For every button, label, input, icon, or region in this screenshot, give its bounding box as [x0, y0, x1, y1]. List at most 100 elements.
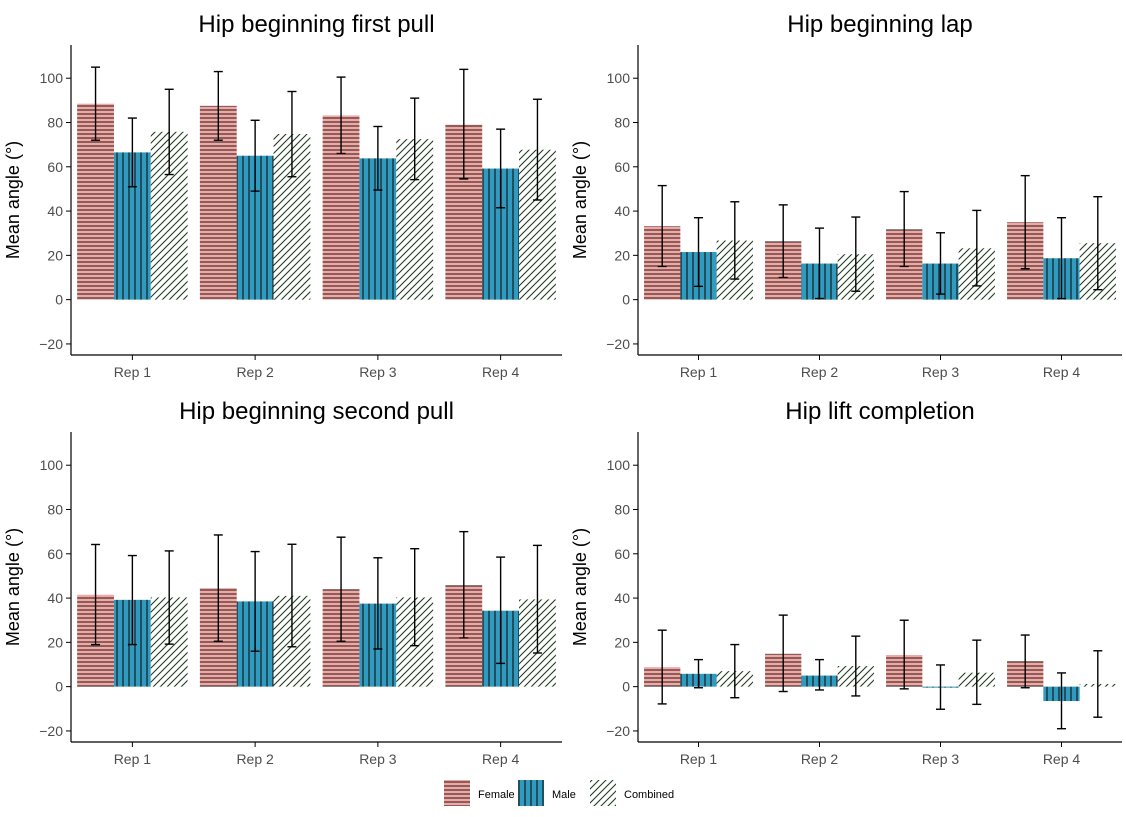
y-tick-label: 40	[47, 203, 63, 219]
error-bar-female	[657, 629, 667, 705]
y-axis-label: Mean angle (°)	[3, 528, 23, 646]
chart-title: Hip lift completion	[785, 398, 974, 425]
y-axis-label: Mean angle (°)	[3, 141, 23, 259]
error-bar-combined	[164, 88, 174, 176]
y-tick-label: 0	[622, 292, 630, 308]
error-bar-combined	[972, 639, 982, 706]
error-bar-female	[213, 534, 223, 642]
error-bar-male	[250, 550, 260, 652]
x-tick-label: Rep 2	[236, 751, 274, 767]
x-tick-label: Rep 4	[1043, 364, 1081, 380]
y-tick-label: 40	[614, 203, 630, 219]
error-bar-male	[815, 658, 824, 691]
error-bar-male	[496, 128, 506, 209]
error-bar-female	[1020, 174, 1030, 270]
error-bar-female	[91, 543, 101, 646]
error-bar-female	[778, 614, 788, 693]
error-bar-female	[91, 66, 101, 141]
y-axis-label: Mean angle (°)	[570, 528, 590, 646]
x-tick-label: Rep 4	[482, 751, 520, 767]
error-bar-female	[778, 204, 788, 279]
chart-panel-hip-lift-completion: Hip lift completion Mean angle (°) −20 0 20 4…	[570, 398, 1122, 767]
y-tick-label: −20	[606, 336, 630, 352]
error-bar-male	[373, 125, 383, 191]
error-bar-combined	[851, 216, 861, 292]
x-tick-label: Rep 1	[680, 751, 718, 767]
y-tick-label: 20	[47, 247, 63, 263]
chart-title: Hip beginning second pull	[179, 398, 454, 425]
legend-swatch-combined	[590, 780, 616, 806]
y-tick-label: 80	[614, 115, 630, 131]
legend-label-female: Female	[478, 789, 515, 801]
error-bar-male	[1057, 672, 1066, 730]
x-tick-label: Rep 3	[359, 751, 397, 767]
x-tick-label: Rep 1	[680, 364, 718, 380]
y-tick-label: 60	[47, 546, 63, 562]
legend-swatch-female	[444, 780, 470, 806]
y-tick-label: 60	[47, 159, 63, 175]
y-tick-label: 80	[47, 502, 63, 518]
error-bar-male	[250, 119, 260, 192]
error-bar-male	[496, 556, 506, 665]
error-bar-male	[936, 232, 945, 295]
y-tick-label: 0	[622, 679, 630, 695]
error-bar-male	[936, 664, 945, 710]
error-bar-combined	[730, 201, 740, 280]
chart-title: Hip beginning first pull	[198, 11, 434, 38]
y-tick-label: 20	[614, 634, 630, 650]
y-tick-label: 0	[55, 679, 63, 695]
y-tick-label: 0	[55, 292, 63, 308]
y-tick-label: 80	[614, 502, 630, 518]
x-tick-label: Rep 2	[801, 751, 839, 767]
x-tick-label: Rep 4	[1043, 751, 1081, 767]
error-bar-combined	[287, 543, 297, 648]
y-tick-label: 100	[40, 70, 64, 86]
error-bar-female	[336, 536, 346, 642]
error-bar-female	[213, 70, 223, 141]
y-tick-label: 100	[607, 457, 631, 473]
error-bar-combined	[287, 90, 297, 178]
error-bar-female	[336, 76, 346, 155]
x-tick-label: Rep 3	[922, 751, 960, 767]
y-tick-label: −20	[606, 723, 630, 739]
error-bar-combined	[1093, 195, 1103, 291]
error-bar-combined	[730, 643, 740, 699]
x-tick-label: Rep 3	[922, 364, 960, 380]
error-bar-female	[899, 619, 909, 690]
error-bar-combined	[851, 635, 861, 697]
x-tick-label: Rep 2	[801, 364, 839, 380]
chart-panel-hip-beginning-second-pull: Hip beginning second pull Mean angle (°) −…	[3, 398, 562, 767]
y-tick-label: 100	[607, 70, 631, 86]
y-tick-label: 60	[614, 546, 630, 562]
y-tick-label: 40	[614, 590, 630, 606]
error-bar-combined	[532, 98, 542, 201]
legend-swatch-male	[518, 780, 544, 806]
legend-label-male: Male	[552, 789, 576, 801]
error-bar-female	[459, 530, 469, 639]
y-tick-label: 60	[614, 159, 630, 175]
x-tick-label: Rep 1	[114, 364, 152, 380]
chart-panel-hip-beginning-first-pull: Hip beginning first pull Mean angle (°) −2…	[3, 11, 562, 380]
error-bar-male	[694, 658, 703, 689]
error-bar-male	[815, 227, 824, 300]
error-bar-combined	[410, 547, 420, 647]
error-bar-combined	[410, 97, 420, 181]
error-bar-combined	[1093, 650, 1103, 718]
x-tick-label: Rep 2	[236, 364, 274, 380]
error-bar-male	[373, 557, 383, 650]
y-axis-label: Mean angle (°)	[570, 141, 590, 259]
y-tick-label: 40	[47, 590, 63, 606]
legend-label-combined: Combined	[624, 789, 674, 801]
x-tick-label: Rep 1	[114, 751, 152, 767]
legend: Female Male Combined	[444, 780, 674, 806]
error-bar-combined	[164, 550, 174, 645]
y-tick-label: 80	[47, 115, 63, 131]
error-bar-combined	[972, 209, 982, 287]
y-tick-label: 20	[47, 634, 63, 650]
error-bar-male	[694, 217, 703, 288]
chart-panel-hip-beginning-lap: Hip beginning lap Mean angle (°) −20 0 20 40 6…	[570, 11, 1122, 380]
error-bar-male	[127, 554, 137, 646]
error-bar-female	[657, 184, 667, 268]
